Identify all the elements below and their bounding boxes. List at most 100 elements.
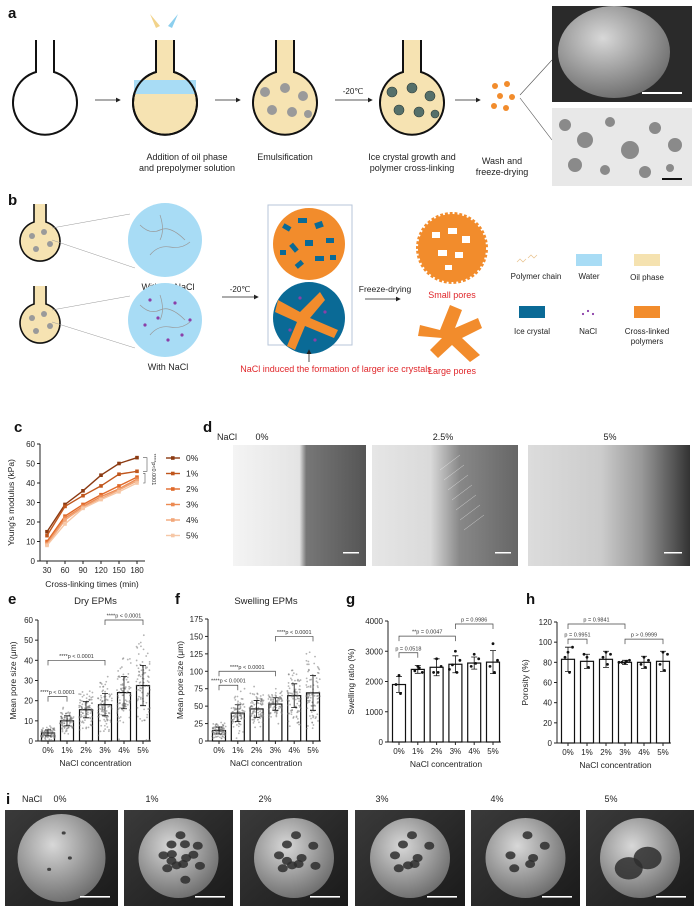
data-point [231,711,234,713]
data-point [291,694,294,697]
data-point [72,721,75,724]
data-point [83,715,86,717]
data-point [243,717,246,720]
significance-label: ****p < 0.0001 [59,654,94,660]
data-point [80,711,83,714]
data-point [609,652,612,656]
pore [281,856,292,865]
data-point [234,712,237,715]
data-point [83,707,86,710]
x-tick-label: 2% [431,747,443,756]
data-point [108,693,111,696]
data-point [99,681,102,684]
data-point [290,713,293,716]
panel-label-e: e [8,591,16,608]
y-tick-label: 1000 [365,708,383,717]
bar-4% [636,661,652,744]
pore [179,840,190,849]
data-point [100,696,103,699]
data-point [310,717,312,720]
data-point [117,461,121,466]
data-point [146,666,149,669]
data-point [122,673,125,676]
data-point [235,708,237,711]
data-point [119,667,122,670]
x-tick-label: 4% [468,747,480,756]
data-point [248,706,251,709]
data-point [309,715,311,717]
bar-1% [579,660,595,744]
pore [61,831,66,835]
data-point [118,707,121,709]
significance-bracket [218,684,239,691]
data-point [267,702,270,705]
data-point [223,736,226,739]
y-tick-label: 25 [194,720,203,729]
data-point [127,690,129,693]
data-point [146,680,149,682]
data-point [496,658,499,662]
data-point [313,692,316,695]
data-point [119,719,122,722]
panel-a: a -20℃ Addition of oil phase a [8,5,692,186]
data-point [87,713,89,716]
data-point [281,707,283,709]
data-point [117,488,121,492]
data-point [241,712,243,715]
data-point [99,494,103,499]
data-point [142,648,145,651]
data-point [291,669,294,672]
series-line-1% [46,470,138,537]
data-point [318,668,321,671]
i-label: 4% [490,794,503,804]
data-point [103,702,105,705]
data-point [63,726,66,728]
i-label: 2% [258,794,271,804]
data-point [129,692,132,695]
data-point [117,696,120,699]
data-point [291,695,293,698]
data-point [148,663,151,665]
data-point [102,704,105,707]
data-point [91,715,93,718]
data-point [79,693,82,696]
data-point [239,702,242,704]
data-point [291,709,294,712]
data-point [125,678,128,681]
data-point [103,718,106,721]
data-point [397,674,401,677]
data-point [291,684,294,687]
data-point [139,717,142,720]
data-point [136,706,139,709]
data-point [97,709,100,712]
bar-3% [448,663,463,743]
data-point [451,663,454,667]
significance-bracket [275,636,314,642]
data-point [87,726,90,729]
data-point [639,662,643,666]
data-point [89,712,92,715]
flask-without-nacl [19,204,61,262]
data-point [43,733,45,735]
data-point [488,664,492,668]
data-point [120,666,123,668]
data-point [99,492,103,497]
data-point [237,722,240,725]
data-point [136,699,139,702]
data-point [271,693,273,696]
x-tick-label: 3% [99,746,111,755]
data-point [287,720,290,723]
data-point [313,662,316,665]
data-point [272,700,275,703]
legend-water: Water [578,272,599,281]
data-point [260,711,263,714]
nacl-icon [581,309,595,316]
data-point [85,726,88,729]
significance-bracket [143,457,148,484]
data-point [267,708,270,711]
data-point [289,703,291,706]
data-point [78,724,81,727]
series-line-5% [46,482,138,546]
data-point [69,711,71,714]
data-point [298,691,301,694]
